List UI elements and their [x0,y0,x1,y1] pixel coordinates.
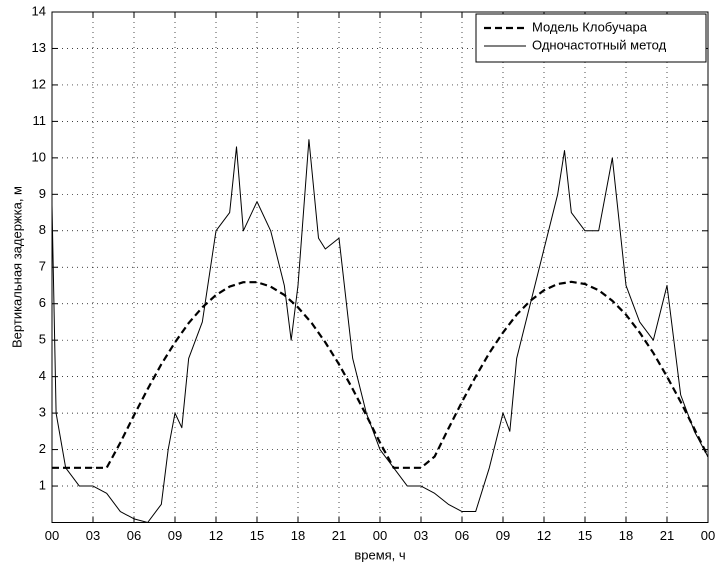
legend-box [475,13,707,63]
legend-label: Модель Клобучара [532,19,648,34]
x-tick-label: 18 [291,528,305,543]
x-tick-label: 00 [701,528,715,543]
x-tick-label: 00 [373,528,387,543]
x-tick-label: 12 [209,528,223,543]
x-tick-label: 06 [127,528,141,543]
y-tick-label: 1 [39,477,46,492]
lines [52,139,708,523]
x-tick-label: 21 [332,528,346,543]
y-tick-label: 3 [39,405,46,420]
x-tick-label: 15 [250,528,264,543]
y-tick-label: 2 [39,441,46,456]
y-axis-label: Вертикальная задержка, м [9,186,24,348]
x-tick-label: 03 [86,528,100,543]
y-tick-label: 4 [39,368,46,383]
series-line [52,280,708,469]
y-tick-label: 8 [39,222,46,237]
y-tick-label: 11 [33,113,47,128]
x-tick-label: 09 [168,528,182,543]
legend-label: Одночастотный метод [532,37,667,52]
y-tick-label: 7 [39,259,46,274]
x-tick-label: 21 [660,528,674,543]
y-tick-label: 9 [39,186,46,201]
x-tick-label: 06 [455,528,469,543]
y-tick-label: 10 [32,149,46,164]
x-tick-label: 03 [414,528,428,543]
x-tick-label: 12 [537,528,551,543]
y-tick-label: 14 [32,3,46,18]
x-tick-label: 00 [45,528,59,543]
series-line [52,139,708,523]
y-tick-label: 5 [39,332,46,347]
y-tick-label: 12 [32,76,46,91]
y-tick-label: 13 [32,40,46,55]
legend: Модель Клобучара Одночастотный метод [475,13,707,63]
x-tick-label: 18 [619,528,633,543]
x-tick-label: 09 [496,528,510,543]
x-tick-label: 15 [578,528,592,543]
y-tick-label: 6 [39,295,46,310]
x-axis-label: время, ч [354,547,405,562]
grid [51,11,709,523]
